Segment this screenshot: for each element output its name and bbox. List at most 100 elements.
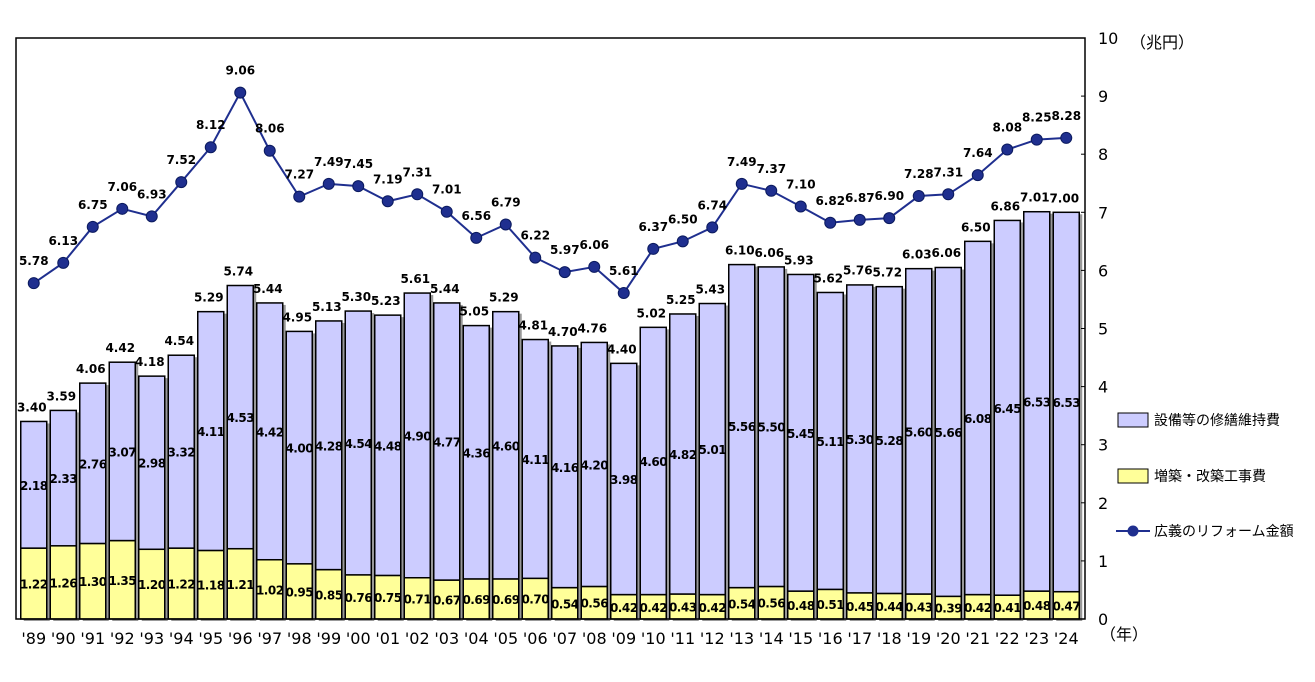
y-tick-label: 6 [1098, 261, 1108, 280]
x-tick-label: '00 [346, 629, 371, 648]
label-line: 6.22 [520, 229, 550, 243]
label-line: 6.93 [137, 187, 167, 201]
bar-maintenance [79, 382, 107, 545]
bar-maintenance [433, 302, 461, 581]
label-maintenance: 4.11 [197, 425, 225, 439]
bar-addition [698, 593, 726, 620]
bar-maintenance [167, 354, 195, 549]
label-total: 5.29 [489, 291, 519, 305]
label-total: 6.50 [961, 220, 991, 234]
y-tick-label: 3 [1098, 436, 1108, 455]
label-addition: 1.02 [256, 583, 284, 597]
x-tick-label: '20 [936, 629, 961, 648]
y-tick-label: 10 [1098, 29, 1118, 48]
line-point [706, 221, 719, 234]
bar-maintenance [521, 338, 549, 580]
bar-maintenance [1023, 210, 1051, 592]
x-tick-label: '18 [877, 629, 902, 648]
x-tick-label: '96 [228, 629, 253, 648]
y-tick-label: 7 [1098, 203, 1108, 222]
x-tick-label: '92 [110, 629, 135, 648]
x-tick-label: '22 [995, 629, 1020, 648]
label-addition: 0.45 [846, 600, 874, 614]
bar-maintenance [197, 310, 225, 552]
bar-addition [610, 593, 638, 620]
label-line: 7.31 [402, 165, 432, 179]
bar-maintenance [846, 284, 874, 594]
y-tick-label: 5 [1098, 320, 1108, 339]
label-addition: 1.21 [226, 578, 254, 592]
bar-addition [964, 593, 992, 620]
line-point [942, 188, 955, 201]
bar-maintenance [20, 420, 48, 549]
label-line: 7.64 [963, 146, 993, 160]
x-tick-label: '14 [759, 629, 784, 648]
label-line: 5.78 [19, 254, 49, 268]
bar-maintenance [1052, 211, 1080, 593]
label-line: 8.08 [992, 121, 1022, 135]
line-point [322, 177, 335, 190]
label-maintenance: 4.36 [462, 446, 490, 460]
line-point [175, 176, 188, 189]
line-point [352, 180, 365, 193]
label-addition: 0.47 [1052, 599, 1080, 613]
label-total: 6.03 [902, 248, 932, 262]
label-total: 5.62 [813, 271, 843, 285]
line-point [145, 210, 158, 223]
label-total: 5.93 [784, 253, 814, 267]
line-point [1001, 143, 1014, 156]
label-line: 7.27 [284, 168, 314, 182]
label-addition: 0.42 [639, 601, 667, 615]
label-total: 5.29 [194, 291, 224, 305]
line-point [499, 218, 512, 231]
label-addition: 0.95 [285, 585, 313, 599]
x-tick-label: '06 [523, 629, 548, 648]
bar-maintenance [580, 341, 608, 588]
label-line: 7.52 [166, 153, 196, 167]
label-maintenance: 2.98 [138, 457, 166, 471]
line-point [794, 200, 807, 213]
line-point [735, 177, 748, 190]
label-line: 7.06 [107, 180, 137, 194]
label-maintenance: 4.11 [521, 453, 549, 467]
x-tick-label: '04 [464, 629, 489, 648]
label-addition: 1.20 [138, 578, 166, 592]
line-point [263, 144, 276, 157]
line-point [27, 277, 40, 290]
bar-maintenance [138, 375, 166, 551]
label-maintenance: 6.45 [993, 402, 1021, 416]
label-line: 7.19 [373, 172, 403, 186]
bar-addition [108, 539, 136, 620]
legend-marker-reform [1127, 525, 1139, 537]
x-tick-label: '95 [198, 629, 223, 648]
bar-maintenance [787, 273, 815, 592]
label-total: 5.02 [636, 306, 666, 320]
bar-addition [875, 592, 903, 620]
label-total: 5.13 [312, 300, 342, 314]
bar-addition [285, 563, 313, 620]
label-total: 5.44 [430, 282, 460, 296]
label-maintenance: 4.60 [639, 455, 667, 469]
label-addition: 0.42 [610, 601, 638, 615]
label-total: 6.06 [754, 246, 784, 260]
legend-swatch-addition [1117, 468, 1149, 484]
bar-maintenance [816, 291, 844, 591]
label-addition: 1.22 [20, 578, 48, 592]
label-line: 6.79 [491, 196, 521, 210]
label-addition: 0.67 [433, 594, 461, 608]
label-line: 6.87 [845, 191, 875, 205]
label-total: 4.18 [135, 355, 165, 369]
label-total: 5.05 [459, 305, 489, 319]
x-tick-label: '11 [670, 629, 695, 648]
label-maintenance: 4.82 [669, 448, 697, 462]
label-line: 8.25 [1022, 111, 1052, 125]
x-tick-label: '93 [139, 629, 164, 648]
x-tick-label: '05 [493, 629, 518, 648]
label-line: 7.01 [432, 183, 462, 197]
label-maintenance: 5.30 [846, 433, 874, 447]
x-tick-label: '99 [316, 629, 341, 648]
x-tick-label: '09 [611, 629, 636, 648]
label-total: 5.25 [666, 293, 696, 307]
line-point [440, 205, 453, 218]
label-total: 6.10 [725, 244, 755, 258]
